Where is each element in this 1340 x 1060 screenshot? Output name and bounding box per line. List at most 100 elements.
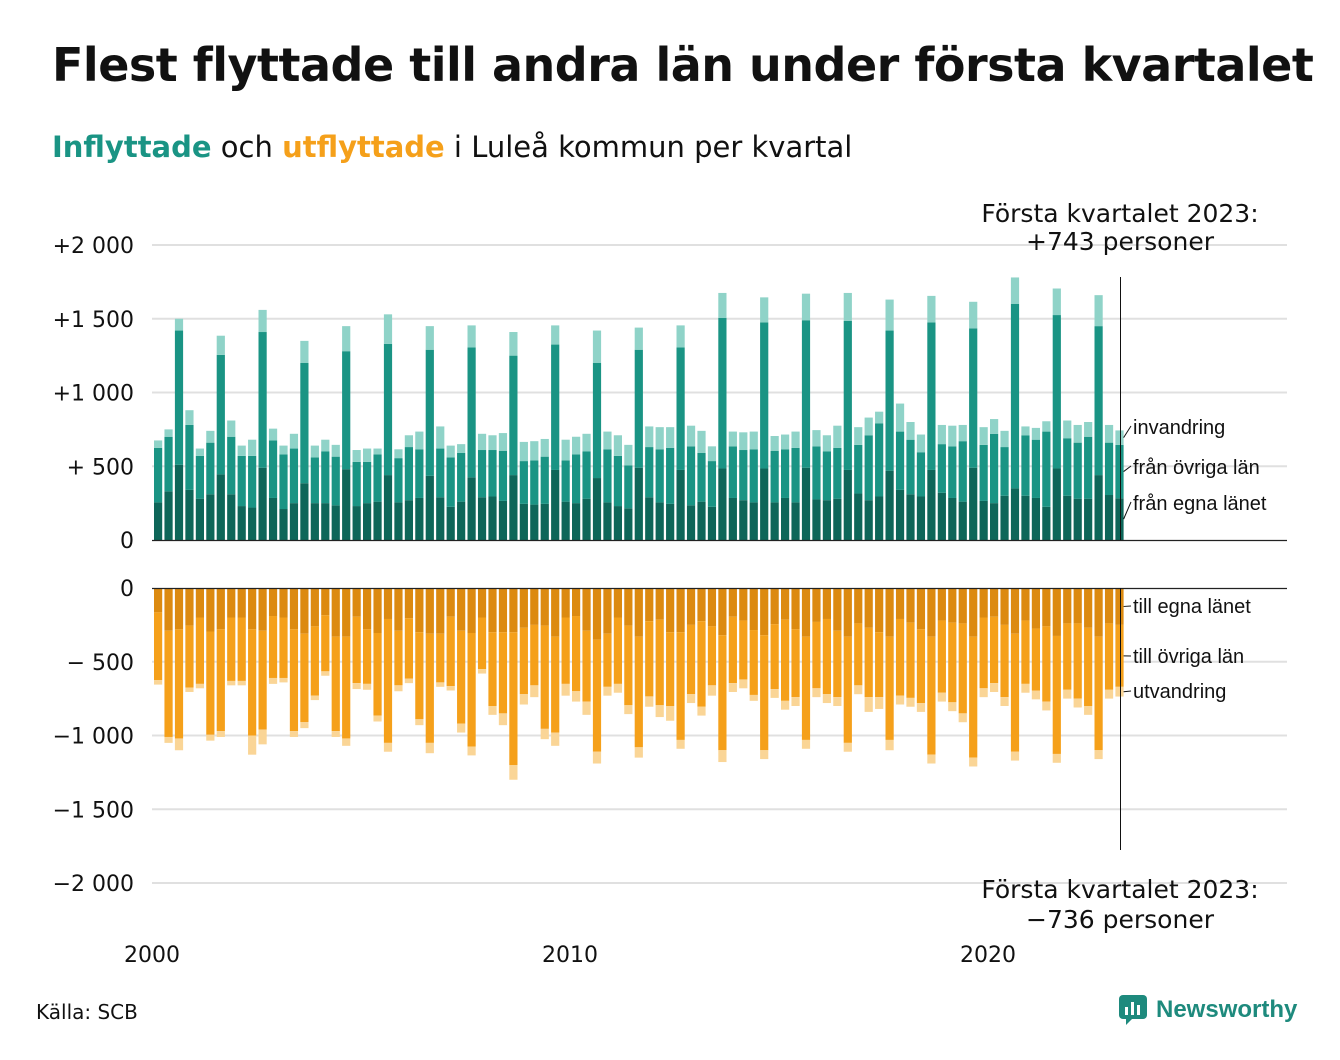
bar-segment	[739, 620, 748, 680]
bar-segment	[352, 588, 361, 617]
bar-segment	[1094, 475, 1103, 540]
bar-segment	[551, 344, 560, 470]
bar-segment	[572, 454, 581, 504]
bar-segment	[394, 449, 403, 459]
subtitle-och: och	[211, 130, 283, 164]
bar-segment	[833, 697, 842, 706]
bar-segment	[1094, 295, 1103, 327]
bar-segment	[948, 446, 957, 498]
bar-segment	[582, 630, 591, 702]
bar-segment	[488, 450, 497, 497]
bar-segment	[237, 445, 246, 456]
bar-segment	[906, 697, 915, 707]
bar-segment	[321, 439, 330, 452]
bar-segment	[990, 588, 999, 617]
bar-segment	[446, 457, 455, 507]
bar-segment	[676, 588, 685, 633]
bar-segment	[519, 694, 528, 705]
bar-segment	[310, 626, 319, 696]
bar-segment	[530, 624, 539, 686]
bar-segment	[185, 687, 194, 692]
bar-segment	[488, 632, 497, 706]
bar-segment	[551, 588, 560, 637]
bar-segment	[237, 617, 246, 681]
brand-logo[interactable]: Newsworthy	[1118, 994, 1297, 1026]
bar-segment	[174, 629, 184, 739]
bar-segment	[488, 435, 497, 451]
bar-segment	[1115, 430, 1124, 445]
bar-segment	[540, 438, 549, 457]
bar-segment	[1073, 698, 1082, 708]
bar-segment	[383, 742, 393, 752]
bar-segment	[707, 626, 717, 686]
bar-segment	[331, 505, 340, 540]
bar-segment	[718, 588, 727, 636]
bar-segment	[436, 682, 445, 687]
bar-segment	[383, 314, 393, 344]
bar-segment	[1063, 689, 1072, 699]
bar-segment	[1052, 315, 1061, 469]
bar-segment	[383, 588, 393, 619]
bar-segment	[467, 588, 476, 633]
bar-segment	[300, 340, 309, 364]
bar-segment	[770, 624, 779, 690]
bar-segment	[582, 451, 591, 499]
bar-segment	[164, 588, 173, 631]
bar-segment	[174, 464, 184, 540]
bar-segment	[739, 679, 748, 689]
outflow-bars	[154, 588, 1124, 780]
bar-segment	[321, 451, 330, 504]
bar-segment	[990, 419, 999, 434]
bar-segment	[990, 433, 999, 504]
bar-segment	[791, 447, 800, 503]
bar-segment	[248, 455, 257, 508]
bar-segment	[572, 691, 581, 702]
bar-segment	[1063, 495, 1072, 540]
bar-segment	[895, 489, 905, 540]
bar-segment	[488, 588, 497, 633]
bar-segment	[624, 508, 633, 540]
bar-segment	[467, 632, 476, 747]
bar-segment	[446, 686, 455, 691]
bar-segment	[363, 448, 372, 462]
bar-segment	[227, 617, 236, 681]
bar-segment	[812, 621, 821, 689]
bar-segment	[937, 424, 946, 445]
bar-segment	[300, 633, 309, 723]
bar-segment	[885, 330, 894, 471]
bar-segment	[927, 295, 936, 323]
bar-segment	[1000, 624, 1009, 698]
bar-segment	[801, 739, 811, 749]
bar-segment	[1115, 686, 1124, 697]
bar-segment	[634, 327, 643, 350]
bar-segment	[791, 431, 800, 448]
bar-segment	[760, 468, 769, 540]
bar-segment	[833, 630, 842, 698]
bar-segment	[645, 696, 654, 707]
bar-segment	[373, 715, 382, 722]
bar-segment	[603, 449, 612, 503]
bar-segment	[1084, 422, 1093, 437]
bar-segment	[342, 588, 351, 637]
y-tick-label-bottom: 0	[120, 577, 134, 602]
bar-segment	[749, 502, 758, 540]
bar-segment	[686, 425, 696, 447]
bar-segment	[801, 588, 811, 637]
bar-segment	[906, 494, 915, 540]
axes	[152, 539, 1287, 590]
bar-segment	[342, 326, 351, 352]
bar-segment	[279, 445, 288, 455]
bar-segment	[1094, 326, 1103, 476]
bar-segment	[749, 694, 758, 701]
bar-segment	[185, 424, 194, 490]
bar-segment	[854, 427, 863, 445]
bar-segment	[206, 430, 215, 443]
bar-segment	[927, 636, 936, 755]
bar-segment	[561, 683, 570, 696]
bar-segment	[634, 588, 643, 637]
series-label-top: från egna länet	[1133, 493, 1267, 515]
bar-segment	[707, 685, 717, 696]
bar-segment	[645, 497, 654, 540]
bar-segment	[258, 467, 267, 540]
bar-segment	[686, 446, 696, 506]
